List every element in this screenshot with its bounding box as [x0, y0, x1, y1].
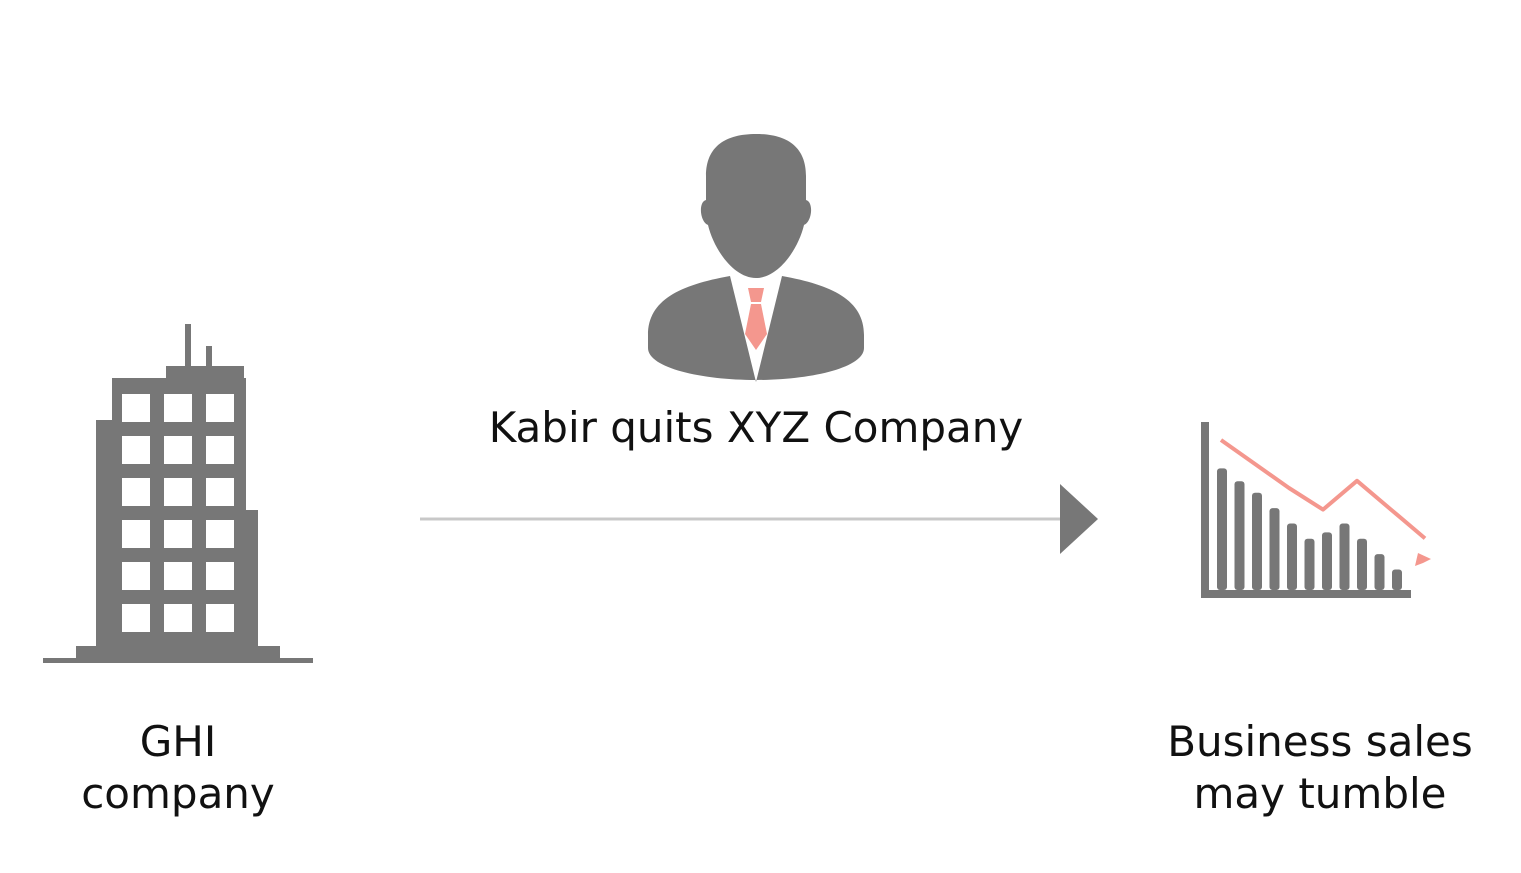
building-window [206, 520, 234, 548]
chart-icon-bar [1252, 492, 1262, 590]
chart-icon-bar [1392, 569, 1402, 590]
building-window [122, 394, 150, 422]
chart-icon-bar [1374, 554, 1385, 590]
building-window [206, 436, 234, 464]
outcome-label-line1: Business sales [1167, 717, 1473, 766]
building-window [122, 478, 150, 506]
company-label-line1: GHI [139, 717, 217, 766]
building-window [122, 562, 150, 590]
chart-icon-bar [1287, 523, 1297, 590]
outcome-label: Business sales may tumble [1130, 716, 1510, 820]
chart-icon-bar [1304, 538, 1315, 590]
building-window [164, 562, 192, 590]
building-window [206, 394, 234, 422]
chart-icon-bar [1269, 508, 1280, 590]
person-label: Kabir quits XYZ Company [488, 403, 1024, 452]
building-window [122, 604, 150, 632]
building-window [164, 394, 192, 422]
building-window [164, 604, 192, 632]
chart-icon-trend-line [1219, 438, 1427, 540]
declining-bar-chart-icon [1201, 422, 1431, 598]
right-arrow-icon [420, 484, 1098, 554]
businessman-icon [648, 134, 864, 382]
chart-icon-bar [1339, 523, 1350, 590]
building-window [122, 436, 150, 464]
company-label-line2: company [81, 769, 275, 818]
building-window [164, 436, 192, 464]
building-window [206, 604, 234, 632]
building-window [206, 478, 234, 506]
office-building-icon [43, 324, 313, 663]
outcome-label-line2: may tumble [1193, 769, 1447, 818]
building-window [206, 562, 234, 590]
chart-icon-bar [1234, 481, 1245, 590]
company-label: GHI company [38, 716, 318, 820]
chart-icon-bar [1217, 468, 1227, 590]
building-window [122, 520, 150, 548]
building-window [164, 520, 192, 548]
chart-icon-bar [1322, 532, 1332, 590]
chart-icon-bar [1357, 538, 1367, 590]
building-window [164, 478, 192, 506]
